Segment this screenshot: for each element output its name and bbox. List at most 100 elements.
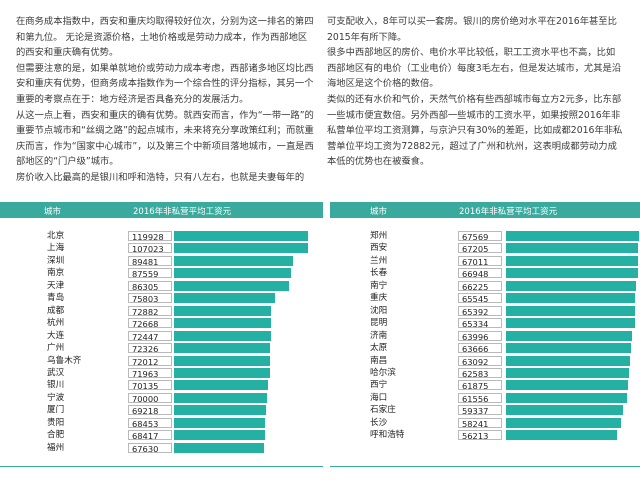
city-label: 郑州: [370, 231, 388, 241]
city-label: 贵阳: [47, 417, 65, 428]
table-row: 哈尔滨 62583: [330, 367, 640, 379]
salary-bar: [174, 293, 276, 304]
header-city: 城市: [44, 207, 62, 217]
city-label: 福州: [47, 442, 65, 453]
salary-bar: [506, 318, 635, 329]
city-label: 昆明: [370, 318, 388, 329]
city-label: 杭州: [47, 318, 65, 329]
paragraph: 在商务成本指数中，西安和重庆均取得较好位次，分别为这一排名的第四和第九位。 无论…: [16, 16, 314, 59]
table-row: 成都 72882: [0, 305, 323, 317]
salary-value: 72882: [128, 305, 172, 317]
paragraph: 但需要注意的是，如果单就地价或劳动力成本考虑，西部诸多地区均比西安和重庆有优势，…: [16, 62, 314, 105]
salary-value: 61556: [458, 392, 502, 404]
salary-value: 66225: [458, 280, 502, 292]
city-label: 南昌: [370, 355, 388, 366]
salary-bar: [174, 367, 270, 378]
table-row: 西安 67205: [330, 243, 640, 254]
salary-value: 65545: [458, 293, 502, 304]
salary-bar: [506, 330, 632, 341]
salary-value: 66948: [458, 268, 502, 279]
salary-value: 61875: [458, 380, 502, 391]
salary-bar: [174, 417, 266, 428]
table-row: 沈阳 65392: [330, 305, 640, 317]
salary-value: 59337: [458, 405, 502, 416]
salary-bar: [506, 367, 630, 378]
header-city: 城市: [370, 207, 388, 217]
salary-bar: [174, 330, 271, 341]
table-row: 济南 63996: [330, 330, 640, 342]
salary-bar: [506, 380, 628, 391]
table-row: 武汉 71963: [0, 367, 323, 379]
city-label: 宁波: [47, 392, 65, 403]
city-label: 西宁: [370, 380, 388, 391]
salary-value: 87559: [128, 268, 172, 279]
table-row: 昆明 65334: [330, 318, 640, 329]
salary-bar: [174, 405, 267, 416]
salary-value: 70000: [128, 392, 172, 404]
salary-value: 63996: [458, 330, 502, 342]
city-label: 成都: [47, 305, 65, 316]
salary-value: 67205: [458, 243, 502, 254]
salary-bar: [506, 255, 638, 266]
salary-bar: [174, 343, 271, 354]
table-bottom-line: [0, 466, 323, 467]
city-label: 沈阳: [370, 305, 388, 316]
salary-value: 72447: [128, 330, 172, 342]
table-row: 南昌 63092: [330, 355, 640, 367]
salary-value: 75803: [128, 293, 172, 304]
table-row: 青岛 75803: [0, 293, 323, 304]
header-salary: 2016年非私营平均工资元: [459, 207, 558, 217]
city-label: 大连: [47, 330, 65, 341]
city-label: 天津: [47, 280, 65, 291]
salary-bar: [506, 231, 639, 241]
city-label: 南京: [47, 268, 65, 279]
city-label: 呼和浩特: [370, 430, 405, 441]
salary-bar: [506, 417, 621, 428]
table-header: 城市 2016年非私营平均工资元: [0, 202, 323, 218]
salary-value: 67630: [128, 442, 172, 454]
table-row: 大连 72447: [0, 330, 323, 342]
table-row: 海口 61556: [330, 392, 640, 404]
table-row: 上海 107023: [0, 243, 323, 254]
table-row: 天津 86305: [0, 280, 323, 292]
salary-value: 69218: [128, 405, 172, 416]
salary-bar: [506, 392, 628, 403]
table-row: 重庆 65545: [330, 293, 640, 304]
table-row: 太原 63666: [330, 343, 640, 354]
left-text-column: 在商务成本指数中，西安和重庆均取得较好位次，分别为这一排名的第四和第九位。 无论…: [16, 14, 314, 186]
city-label: 长沙: [370, 417, 388, 428]
salary-value: 70135: [128, 380, 172, 391]
salary-bar: [506, 293, 636, 304]
salary-value: 72012: [128, 355, 172, 367]
table-row: 深圳 89481: [0, 255, 323, 267]
table-row: 兰州 67011: [330, 255, 640, 267]
salary-bar: [174, 280, 290, 291]
salary-bar: [174, 243, 308, 254]
table-row: 南京 87559: [0, 268, 323, 279]
table-row: 乌鲁木齐 72012: [0, 355, 323, 367]
city-label: 石家庄: [370, 405, 396, 416]
salary-value: 67569: [458, 231, 502, 242]
paragraph: 类似的还有水价和气价，天然气价格有些西部城市每立方2元多，比东部一些城市便宜数倍…: [327, 93, 623, 168]
table-row: 杭州 72668: [0, 318, 323, 329]
table-header: 城市 2016年非私营平均工资元: [330, 202, 640, 218]
salary-bar: [174, 305, 272, 316]
paragraph: 很多中西部地区的房价、电价水平比较低，职工工资水平也不高，比如西部地区有的电价（…: [327, 47, 622, 90]
salary-value: 63092: [458, 355, 502, 367]
salary-table-right: 城市 2016年非私营平均工资元 郑州 67569 西安 67205 兰州 67011 长春…: [330, 202, 640, 441]
city-label: 乌鲁木齐: [47, 355, 82, 366]
city-label: 合肥: [47, 430, 65, 441]
table-row: 石家庄 59337: [330, 405, 640, 416]
table-row: 长沙 58241: [330, 417, 640, 429]
salary-bar: [506, 280, 637, 291]
city-label: 深圳: [47, 255, 65, 266]
city-label: 武汉: [47, 367, 65, 378]
salary-value: 63666: [458, 343, 502, 354]
city-label: 太原: [370, 343, 388, 354]
table-row: 广州 72326: [0, 343, 323, 354]
salary-bar: [506, 268, 638, 279]
city-label: 青岛: [47, 293, 65, 304]
table-row: 福州 67630: [0, 442, 323, 454]
salary-table-left: 城市 2016年非私营平均工资元 北京 119928 上海 107023 深圳 89481…: [0, 202, 323, 454]
salary-value: 58241: [458, 417, 502, 429]
